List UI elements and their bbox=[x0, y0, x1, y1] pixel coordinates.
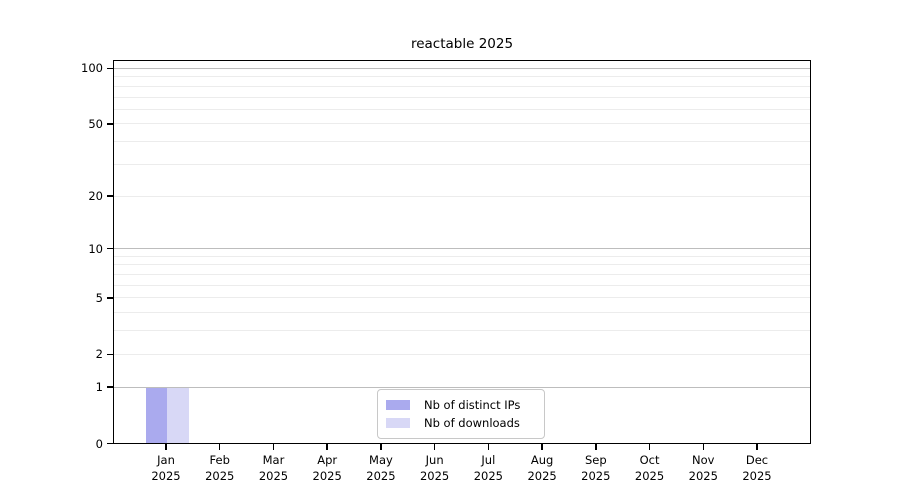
gridline-minor bbox=[114, 273, 810, 275]
x-axis-tick-label: Jun 2025 bbox=[419, 452, 450, 483]
x-axis-tick-label: Oct 2025 bbox=[634, 452, 665, 483]
gridline-minor bbox=[114, 297, 810, 299]
y-axis-tick bbox=[107, 123, 113, 125]
x-axis-tick-label: Jul 2025 bbox=[473, 452, 503, 483]
legend-label-downloads: Nb of downloads bbox=[424, 416, 520, 430]
y-axis-tick bbox=[107, 442, 113, 445]
x-axis-tick bbox=[756, 444, 758, 450]
x-axis-tick-label: Aug 2025 bbox=[527, 452, 557, 483]
gridline-minor bbox=[114, 108, 810, 110]
bar-distinct-ips bbox=[145, 388, 167, 443]
x-axis-tick-label: Apr 2025 bbox=[312, 452, 342, 483]
gridline-minor bbox=[114, 76, 810, 78]
gridline-minor bbox=[114, 123, 810, 125]
x-axis-tick bbox=[541, 444, 543, 450]
legend-swatch-downloads bbox=[386, 418, 410, 428]
x-axis-tick bbox=[595, 444, 597, 450]
gridline-minor bbox=[114, 312, 810, 314]
y-axis-tick bbox=[107, 67, 113, 70]
legend-item-distinct-ips: Nb of distinct IPs bbox=[386, 398, 536, 412]
y-axis-tick-label: 50 bbox=[88, 116, 103, 131]
x-axis-tick-label: Jan 2025 bbox=[151, 452, 181, 483]
legend-item-downloads: Nb of downloads bbox=[386, 416, 536, 430]
gridline-major bbox=[114, 386, 810, 388]
x-axis-tick bbox=[165, 444, 167, 450]
legend-swatch-distinct-ips bbox=[386, 400, 410, 410]
gridline-minor bbox=[114, 330, 810, 332]
x-axis-tick bbox=[326, 444, 328, 450]
y-axis-tick bbox=[107, 247, 113, 250]
x-axis-tick bbox=[648, 444, 651, 450]
gridline-major bbox=[114, 248, 810, 250]
legend: Nb of distinct IPs Nb of downloads bbox=[377, 389, 545, 439]
gridline-minor bbox=[114, 264, 810, 266]
y-axis-tick bbox=[107, 195, 113, 197]
x-axis-tick bbox=[702, 444, 704, 450]
x-axis-tick bbox=[433, 444, 436, 450]
legend-label-distinct-ips: Nb of distinct IPs bbox=[424, 398, 521, 412]
gridline-minor bbox=[114, 163, 810, 165]
gridline-minor bbox=[114, 255, 810, 257]
x-axis-tick-label: Sep 2025 bbox=[581, 452, 611, 483]
x-axis-tick-label: Nov 2025 bbox=[688, 452, 718, 483]
x-axis-tick bbox=[219, 444, 221, 450]
x-axis-tick-label: Dec 2025 bbox=[742, 452, 772, 483]
y-axis-tick-label: 20 bbox=[88, 189, 103, 204]
gridline-minor bbox=[114, 141, 810, 143]
gridline-minor bbox=[114, 353, 810, 355]
bar-downloads bbox=[167, 388, 189, 443]
y-axis-tick bbox=[107, 297, 113, 299]
gridline-minor bbox=[114, 195, 810, 197]
y-axis-tick bbox=[107, 386, 113, 388]
x-axis-tick-label: May 2025 bbox=[366, 452, 396, 483]
x-axis-tick bbox=[272, 444, 275, 450]
x-axis-tick bbox=[487, 444, 490, 450]
x-axis-tick-label: Mar 2025 bbox=[258, 452, 289, 483]
x-axis-tick-label: Feb 2025 bbox=[205, 452, 235, 483]
y-axis-tick-label: 1 bbox=[95, 380, 103, 395]
gridline-major bbox=[114, 67, 810, 69]
y-axis-tick bbox=[107, 353, 113, 355]
y-axis-tick-label: 5 bbox=[95, 290, 103, 305]
plot-area bbox=[113, 60, 811, 444]
y-axis-tick-label: 0 bbox=[95, 436, 103, 451]
gridline-minor bbox=[114, 96, 810, 98]
gridline-minor bbox=[114, 284, 810, 286]
y-axis-tick-label: 10 bbox=[88, 241, 103, 256]
x-axis-tick bbox=[380, 444, 382, 450]
gridline-minor bbox=[114, 85, 810, 87]
chart-title: reactable 2025 bbox=[410, 36, 514, 52]
y-axis-tick-label: 100 bbox=[81, 61, 103, 76]
y-axis-tick-label: 2 bbox=[95, 347, 103, 362]
